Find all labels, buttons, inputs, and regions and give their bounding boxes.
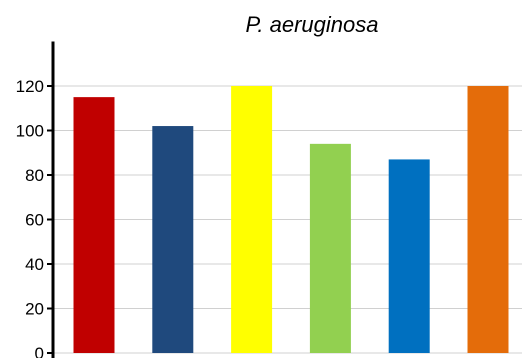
bar-4 — [309, 143, 351, 353]
y-axis-ticks: 0 20 40 60 80 100 120 — [16, 77, 53, 358]
bar-3 — [231, 86, 273, 353]
bar-1 — [73, 97, 115, 353]
chart-title: P. aeruginosa — [246, 12, 379, 37]
y-tick-label-60: 60 — [25, 211, 44, 230]
y-tick-label-40: 40 — [25, 255, 44, 274]
bar-6 — [467, 86, 509, 353]
y-tick-label-120: 120 — [16, 77, 44, 96]
y-tick-label-100: 100 — [16, 122, 44, 141]
bars — [73, 86, 509, 353]
y-tick-label-0: 0 — [35, 344, 44, 358]
bar-2 — [152, 126, 194, 353]
bar-5 — [388, 159, 430, 353]
gridlines — [53, 85, 522, 354]
y-tick-label-80: 80 — [25, 166, 44, 185]
y-tick-label-20: 20 — [25, 300, 44, 319]
